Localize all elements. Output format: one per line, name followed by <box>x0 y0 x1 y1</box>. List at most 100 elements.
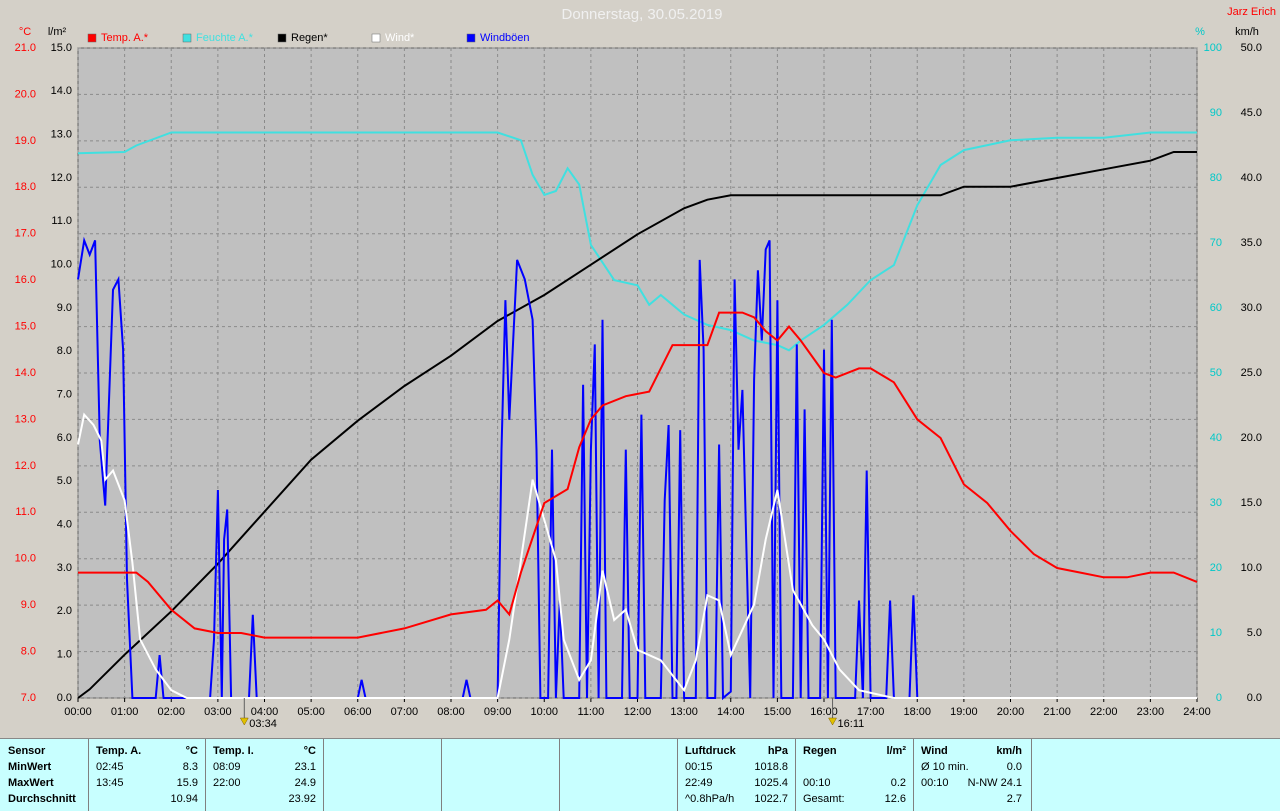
series-line <box>77 236 1197 701</box>
y-tick-label: 80 <box>1210 172 1222 184</box>
sun-icon <box>239 717 249 726</box>
table-cell: 08:09 <box>213 761 241 773</box>
column-separator <box>677 739 678 811</box>
y-tick-label: 7.0 <box>21 692 36 704</box>
y-tick-label: 20 <box>1210 562 1222 574</box>
y-tick-label: 5.0 <box>57 475 72 487</box>
y-tick-label: 11.0 <box>15 506 36 518</box>
table-cell: Temp. A. <box>96 745 142 757</box>
table-cell: °C <box>303 745 316 757</box>
y-tick-label: 19.0 <box>15 135 36 147</box>
legend-label: Regen* <box>291 32 328 44</box>
y-tick-label: 0.0 <box>57 692 72 704</box>
y-tick-label: 60 <box>1210 302 1222 314</box>
legend-swatch <box>466 33 476 43</box>
column-separator <box>1031 739 1032 811</box>
y-tick-label: 10.0 <box>1241 562 1262 574</box>
table-cell: Temp. I. <box>213 745 254 757</box>
x-tick-label: 13:00 <box>670 706 698 718</box>
legend-label: Temp. A.* <box>101 32 149 44</box>
x-tick-label: 24:00 <box>1183 706 1211 718</box>
y-tick-label: 15.0 <box>15 320 36 332</box>
table-cell: 1018.8 <box>754 761 788 773</box>
x-tick-label: 01:00 <box>111 706 139 718</box>
x-tick-label: 23:00 <box>1137 706 1165 718</box>
column-separator <box>795 739 796 811</box>
table-cell: 13:45 <box>96 777 124 789</box>
column-separator <box>913 739 914 811</box>
table-cell: km/h <box>996 745 1022 757</box>
x-tick-label: 06:00 <box>344 706 372 718</box>
series-line <box>77 151 1197 699</box>
legend-label: Windböen <box>480 32 530 44</box>
y4-unit: km/h <box>1235 26 1259 38</box>
table-cell: 02:45 <box>96 761 124 773</box>
y-tick-label: 8.0 <box>57 345 72 357</box>
x-tick-label: 08:00 <box>437 706 465 718</box>
y-tick-label: 45.0 <box>1241 107 1262 119</box>
y-tick-label: 30.0 <box>1241 302 1262 314</box>
y-tick-label: 25.0 <box>1241 367 1262 379</box>
y-tick-label: 12.0 <box>15 460 36 472</box>
column-separator <box>559 739 560 811</box>
table-cell: 22:49 <box>685 777 713 789</box>
y2-unit: % <box>1195 26 1205 38</box>
y-tick-label: 9.0 <box>21 599 36 611</box>
legend-label: Feuchte A.* <box>196 32 254 44</box>
y-tick-label: 40 <box>1210 432 1222 444</box>
legend-swatch <box>371 33 381 43</box>
y-tick-label: 13.0 <box>51 129 72 141</box>
legend-swatch <box>277 33 287 43</box>
table-cell: 15.9 <box>176 777 198 789</box>
table-cell: 12.6 <box>884 793 906 805</box>
summary-table: Sensor Temp. A. °C Temp. I. °C Luftdruck hPa Re… <box>0 738 1280 811</box>
table-cell: Wind <box>921 745 948 757</box>
chart: Donnerstag, 30.05.2019 Jarz Erich °C l/m… <box>15 6 1276 730</box>
column-separator <box>323 739 324 811</box>
x-tick-label: 02:00 <box>157 706 185 718</box>
y-tick-label: 2.0 <box>57 605 72 617</box>
y-tick-label: 14.0 <box>15 367 36 379</box>
table-cell: 1025.4 <box>754 777 788 789</box>
table-cell: 24.9 <box>294 777 316 789</box>
y-tick-label: 13.0 <box>15 413 36 425</box>
table-cell: ^0.8hPa/h <box>685 793 735 805</box>
table-cell: Gesamt: <box>803 793 845 805</box>
y-tick-label: 6.0 <box>57 432 72 444</box>
y-tick-label: 16.0 <box>15 274 36 286</box>
y-tick-label: 100 <box>1204 42 1222 54</box>
y-tick-label: 50.0 <box>1241 42 1262 54</box>
column-separator <box>88 739 89 811</box>
x-tick-label: 07:00 <box>391 706 419 718</box>
x-tick-label: 10:00 <box>530 706 558 718</box>
table-cell: Durchschnitt <box>8 793 76 805</box>
table-cell: 00:10 <box>803 777 831 789</box>
table-cell: 23.1 <box>294 761 316 773</box>
annotation: 03:34 <box>249 718 277 730</box>
x-tick-label: 05:00 <box>297 706 325 718</box>
y-tick-label: 7.0 <box>57 389 72 401</box>
y-tick-label: 15.0 <box>51 42 72 54</box>
table-cell: N-NW 24.1 <box>967 777 1022 789</box>
x-tick-label: 03:00 <box>204 706 232 718</box>
legend-label: Wind* <box>385 32 415 44</box>
series-line <box>78 311 1198 639</box>
x-tick-label: 11:00 <box>578 706 605 718</box>
y-tick-label: 3.0 <box>57 562 72 574</box>
table-cell: 2.7 <box>1006 793 1022 805</box>
x-tick-label: 12:00 <box>624 706 652 718</box>
y-tick-label: 15.0 <box>1241 497 1262 509</box>
x-tick-label: 16:00 <box>810 706 838 718</box>
table-cell: 22:00 <box>213 777 241 789</box>
legend-swatch <box>87 33 97 43</box>
table-cell: hPa <box>767 745 788 757</box>
table-cell: 8.3 <box>182 761 198 773</box>
y-tick-label: 20.0 <box>15 88 36 100</box>
x-tick-label: 00:00 <box>64 706 92 718</box>
table-cell: Luftdruck <box>685 745 736 757</box>
sun-icon <box>828 717 837 726</box>
column-separator <box>441 739 442 811</box>
y-tick-label: 1.0 <box>57 649 72 661</box>
x-tick-label: 19:00 <box>950 706 978 718</box>
y-tick-label: 17.0 <box>15 228 36 240</box>
